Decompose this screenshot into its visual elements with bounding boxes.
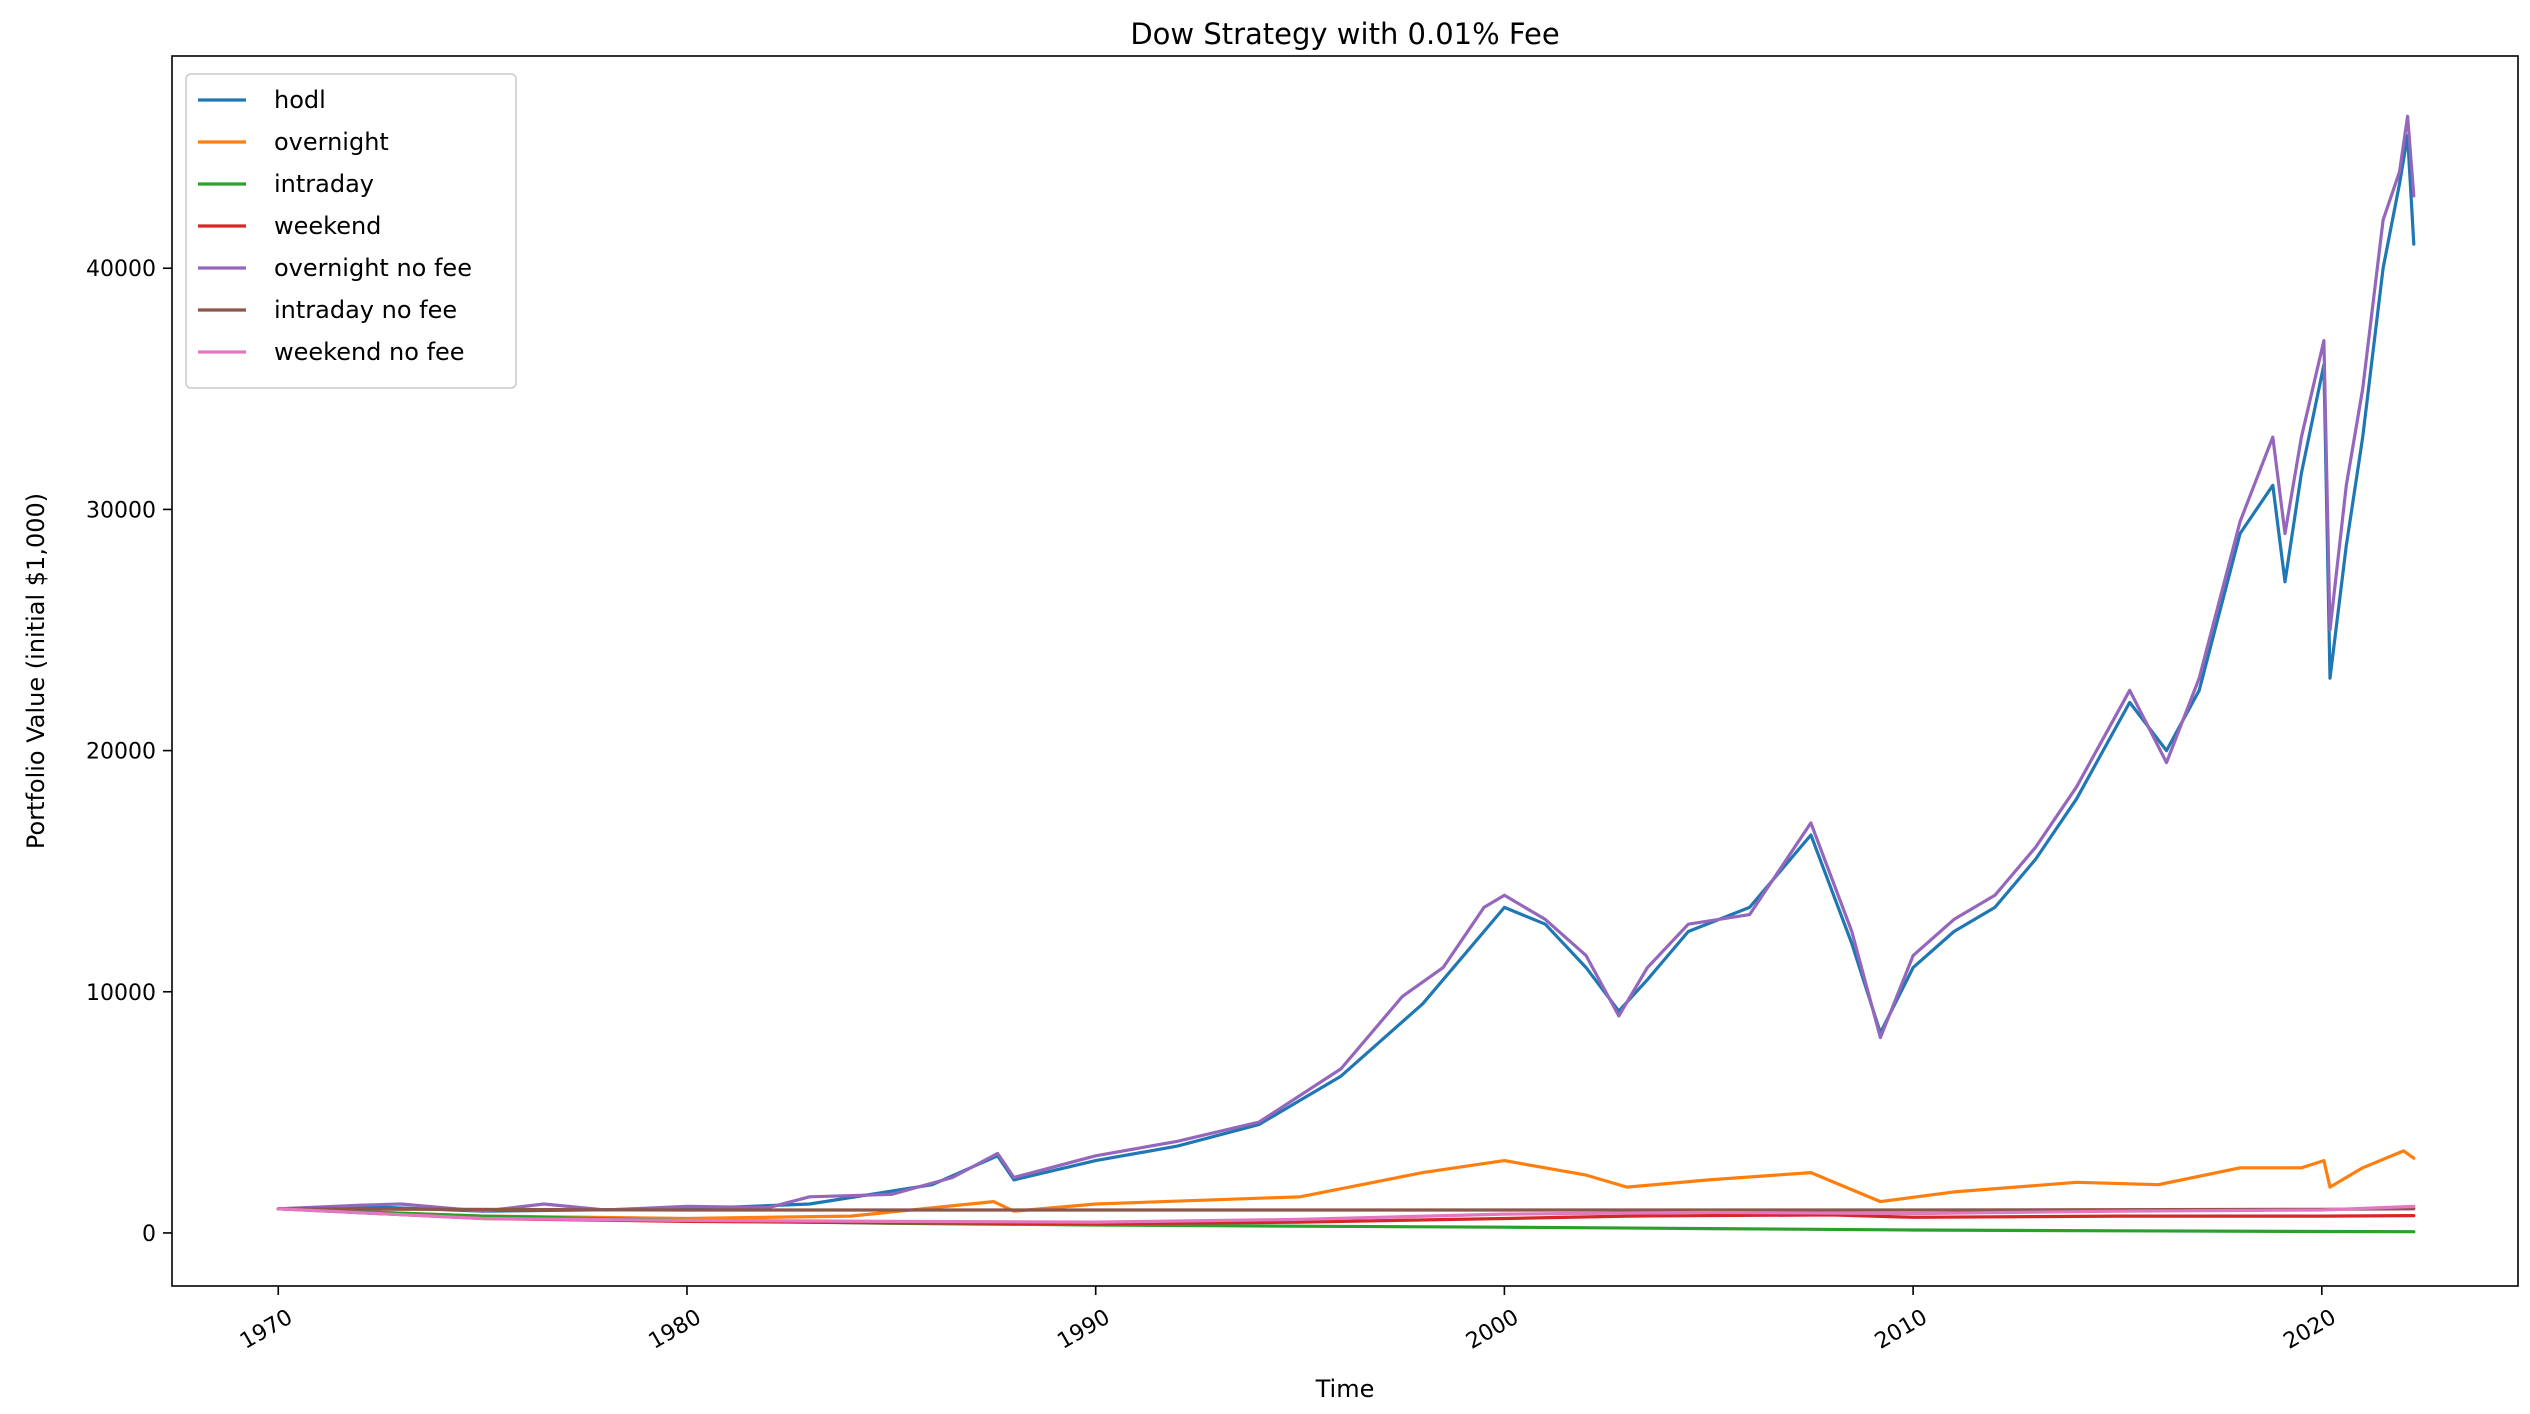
legend-entry-label: hodl <box>274 86 326 114</box>
y-axis: 0 10000 20000 30000 40000 <box>86 257 172 1247</box>
series-layer <box>276 114 2416 1234</box>
legend: hodl overnight intraday weekend overnight no… <box>185 73 517 389</box>
x-axis-label: Time <box>1315 1375 1375 1403</box>
series-line-intraday-no-fee <box>276 1207 2416 1212</box>
legend-entry-label: intraday <box>274 170 374 198</box>
y-tick-label: 30000 <box>86 498 156 523</box>
legend-entry-label: weekend <box>274 212 381 240</box>
series-line-overnight-no-fee <box>276 114 2416 1213</box>
chart-title: Dow Strategy with 0.01% Fee <box>1130 17 1559 51</box>
legend-entry-label: overnight <box>274 128 389 156</box>
series-line-weekend-no-fee <box>276 1204 2416 1224</box>
y-tick-label: 10000 <box>86 981 156 1006</box>
legend-box <box>185 73 517 389</box>
legend-entry-label: intraday no fee <box>274 296 457 324</box>
legend-entry-label: overnight no fee <box>274 254 472 282</box>
y-axis-label: Portfolio Value (initial $1,000) <box>22 493 50 849</box>
y-tick-label: 0 <box>142 1222 156 1247</box>
y-tick-label: 20000 <box>86 740 156 765</box>
plot-frame <box>171 55 2519 1287</box>
y-tick-label: 40000 <box>86 257 156 282</box>
legend-entry-label: weekend no fee <box>274 338 465 366</box>
series-line-overnight <box>276 1149 2416 1221</box>
series-line-hodl <box>276 134 2416 1213</box>
